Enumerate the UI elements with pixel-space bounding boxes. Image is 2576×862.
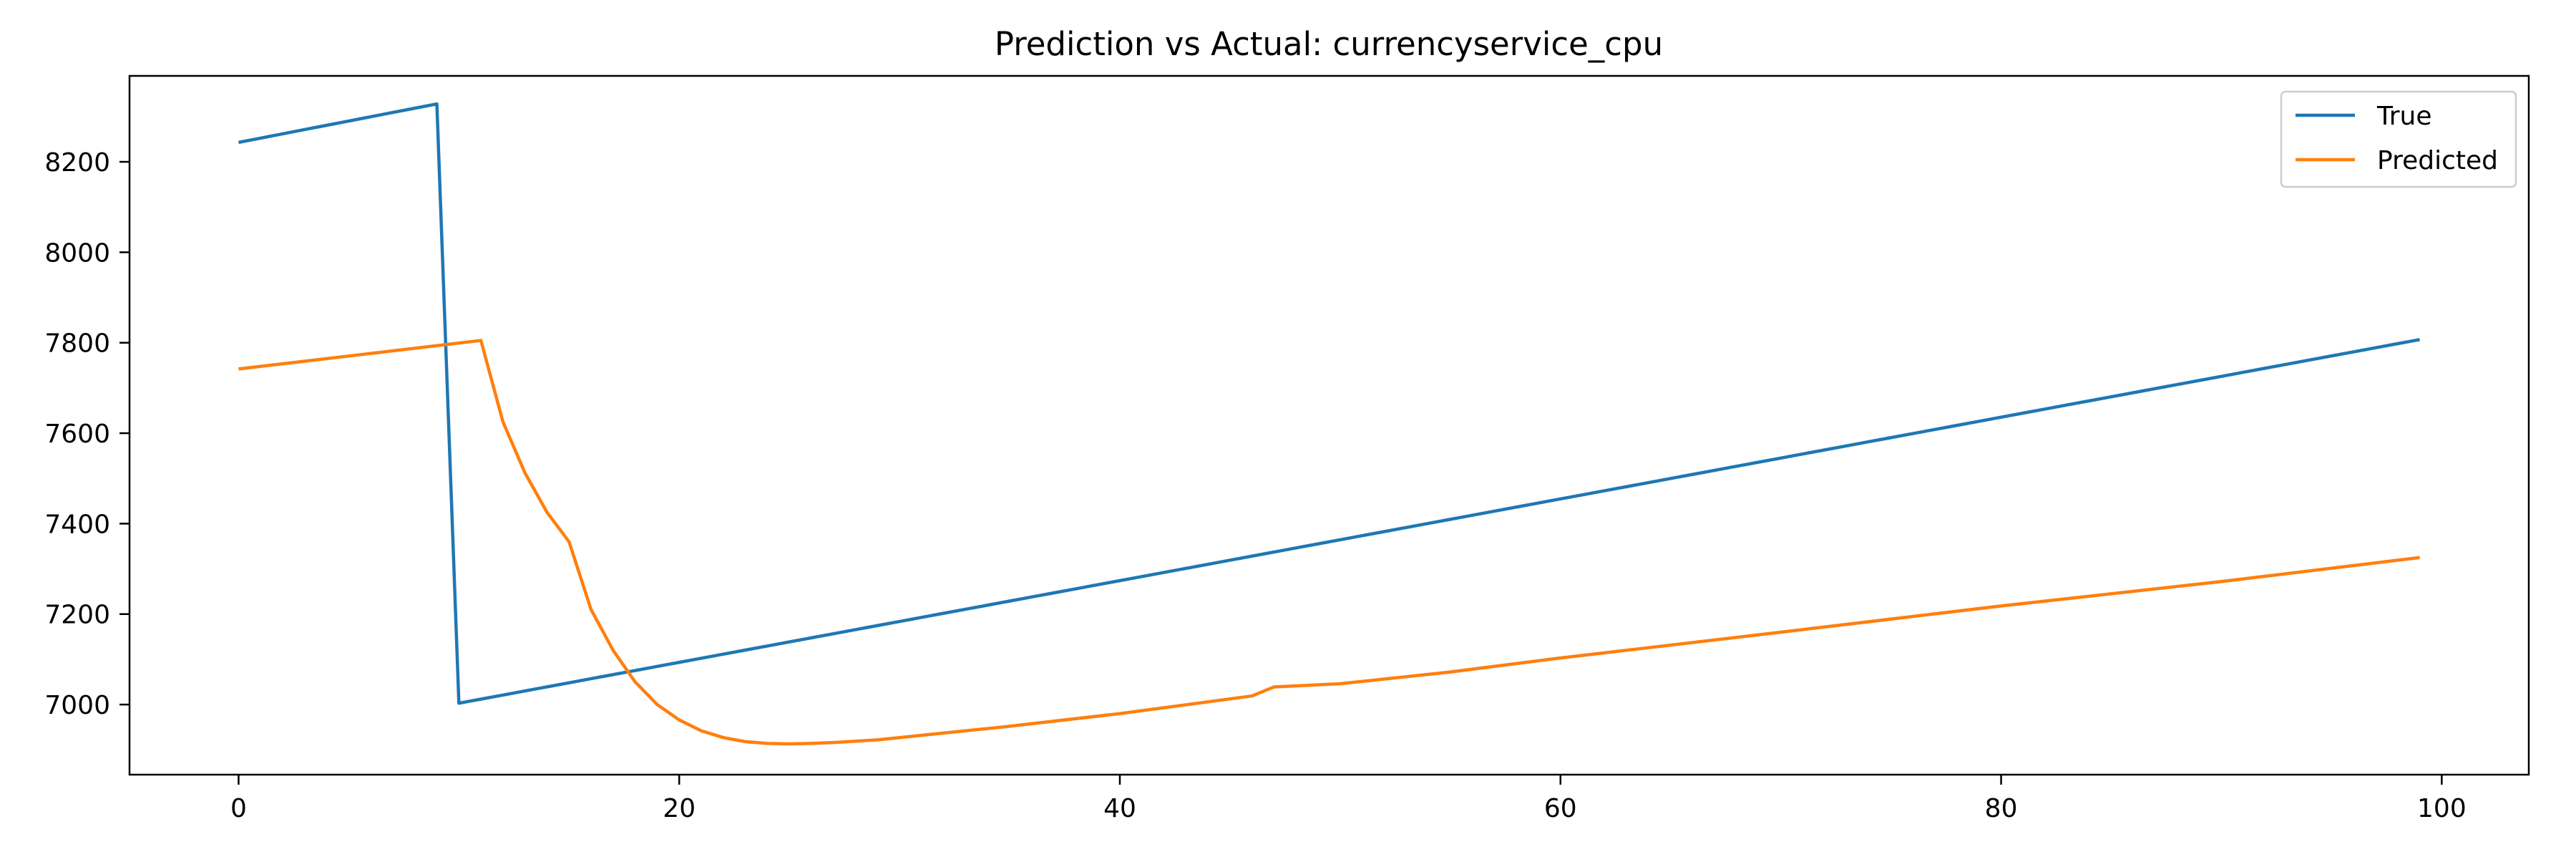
x-tick-label: 60 — [1544, 794, 1577, 823]
y-tick-label: 7200 — [44, 601, 110, 630]
chart-title: Prediction vs Actual: currencyservice_cp… — [995, 25, 1663, 63]
axes-frame — [128, 74, 2530, 776]
legend: True Predicted — [2280, 90, 2517, 188]
legend-label-predicted: Predicted — [2377, 146, 2498, 175]
x-tick-label: 20 — [663, 794, 696, 823]
y-tick-label: 8000 — [44, 238, 110, 268]
y-tick-label: 8200 — [44, 148, 110, 178]
y-axis: 7000 7200 7400 7600 7800 8000 8200 — [44, 148, 130, 720]
series-line-true — [238, 102, 2421, 705]
legend-label-true: True — [2376, 102, 2431, 131]
y-tick-label: 7800 — [44, 329, 110, 359]
x-tick-label: 0 — [230, 794, 247, 823]
plot-content — [238, 102, 2421, 746]
y-tick-label: 7400 — [44, 510, 110, 539]
x-tick-label: 40 — [1103, 794, 1136, 823]
x-axis: 0 20 40 60 80 100 — [230, 775, 2467, 823]
series-line-predicted — [238, 339, 2420, 746]
x-tick-label: 100 — [2417, 794, 2467, 823]
y-tick-label: 7600 — [44, 420, 110, 449]
y-tick-label: 7000 — [44, 691, 110, 720]
x-tick-label: 80 — [1985, 794, 2018, 823]
